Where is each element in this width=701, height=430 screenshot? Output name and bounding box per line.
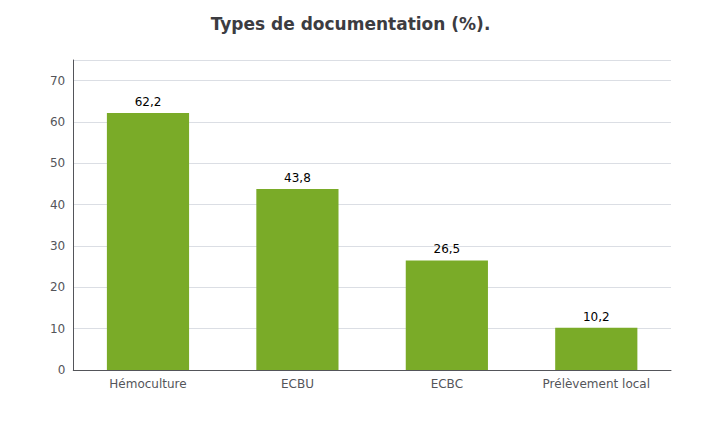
svg-text:40: 40 — [50, 198, 65, 212]
svg-text:20: 20 — [50, 280, 65, 294]
svg-text:50: 50 — [50, 156, 65, 170]
svg-text:Hémoculture: Hémoculture — [109, 377, 186, 391]
svg-text:10: 10 — [50, 322, 65, 336]
svg-text:10,2: 10,2 — [583, 310, 610, 324]
svg-text:ECBC: ECBC — [431, 377, 463, 391]
svg-text:ECBU: ECBU — [281, 377, 314, 391]
svg-text:30: 30 — [50, 239, 65, 253]
svg-text:26,5: 26,5 — [433, 242, 460, 256]
svg-text:Types de documentation (%).: Types de documentation (%). — [211, 14, 491, 34]
svg-text:Prélèvement local: Prélèvement local — [543, 377, 650, 391]
svg-text:60: 60 — [50, 115, 65, 129]
svg-text:0: 0 — [58, 363, 66, 377]
svg-text:43,8: 43,8 — [284, 171, 311, 185]
svg-text:70: 70 — [50, 74, 65, 88]
svg-text:62,2: 62,2 — [135, 95, 162, 109]
